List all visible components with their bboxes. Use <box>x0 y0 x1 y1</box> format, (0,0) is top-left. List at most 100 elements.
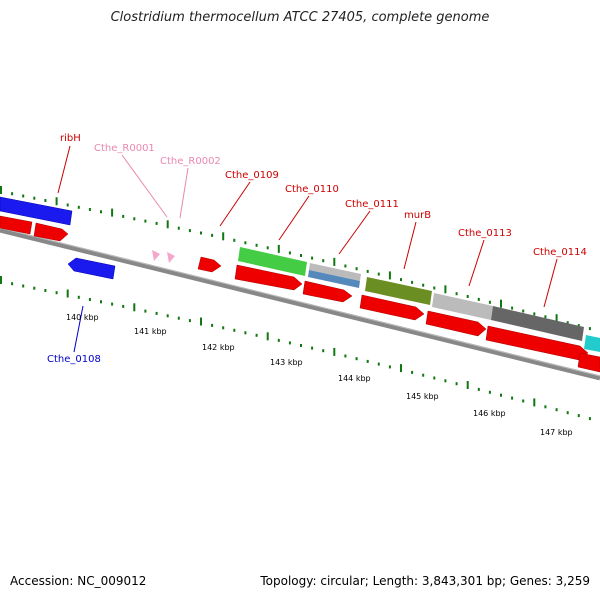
scale-tick <box>188 229 191 233</box>
scale-tick <box>255 243 258 247</box>
feature-cthe-0114-block[interactable] <box>584 335 600 352</box>
scale-tick <box>511 396 514 400</box>
scale-tick <box>422 373 425 377</box>
scale-tick <box>122 214 125 218</box>
scale-tick <box>244 241 247 245</box>
scale-tick <box>366 359 369 363</box>
scale-tick <box>200 231 202 235</box>
gene-labels: ribH Cthe_R0001 Cthe_R0002 Cthe_0109 Cth… <box>47 133 587 365</box>
scale-tick <box>88 208 91 211</box>
scale-tick <box>511 306 514 310</box>
label-murb[interactable]: murB <box>404 210 431 221</box>
scale-label: 146 kbp <box>473 409 506 418</box>
scale-tick <box>166 220 169 229</box>
scale-tick <box>100 300 102 304</box>
label-cthe-0110[interactable]: Cthe_0110 <box>285 184 339 195</box>
label-cthe-0114[interactable]: Cthe_0114 <box>533 247 587 258</box>
scale-tick <box>477 297 480 301</box>
scale-tick <box>433 286 436 290</box>
rna-feature-r0002[interactable] <box>167 252 175 263</box>
scale-tick <box>355 357 358 361</box>
scale-tick <box>44 199 47 202</box>
scale-tick <box>466 295 469 298</box>
scale-label: 147 kbp <box>540 428 573 437</box>
scale-tick <box>355 267 358 271</box>
cds-arrow[interactable] <box>197 256 222 273</box>
feature-cthe-0109-block[interactable] <box>238 247 307 276</box>
scale-tick <box>100 210 102 214</box>
feature-blocks <box>238 247 600 352</box>
label-cthe-r0002[interactable]: Cthe_R0002 <box>160 156 221 167</box>
label-cthe-0113[interactable]: Cthe_0113 <box>458 228 512 239</box>
scale-tick <box>288 341 291 345</box>
feature-cthe-0111-block[interactable] <box>365 277 432 305</box>
scale-tick <box>311 346 314 350</box>
scale-tick <box>300 254 302 257</box>
label-cthe-0111[interactable]: Cthe_0111 <box>345 199 399 210</box>
scale-tick <box>33 196 36 200</box>
feature-cthe-0113-block[interactable] <box>491 306 584 341</box>
cds-arrow[interactable] <box>359 294 425 321</box>
scale-tick <box>433 376 436 380</box>
feature-cthe-0110-block[interactable] <box>309 263 361 281</box>
scale-tick <box>344 354 347 358</box>
cds-arrow[interactable] <box>0 215 33 235</box>
scale-tick <box>300 344 302 347</box>
scale-label: 145 kbp <box>406 392 439 401</box>
feature-ribh-block[interactable] <box>0 196 73 226</box>
cds-arrow[interactable] <box>577 352 600 373</box>
scale-tick <box>111 302 114 306</box>
scale-tick <box>77 205 80 209</box>
leader-lines <box>57 145 558 353</box>
scale-tick <box>444 379 447 383</box>
scale-tick <box>577 414 580 418</box>
scale-tick <box>266 332 269 341</box>
cds-arrow[interactable] <box>234 264 303 291</box>
scale-tick <box>566 321 569 325</box>
scale-label: 143 kbp <box>270 358 303 367</box>
scale-tick <box>277 338 280 342</box>
scale-tick <box>222 326 225 330</box>
label-ribh[interactable]: ribH <box>60 133 81 144</box>
scale-tick <box>22 194 25 198</box>
scale-tick <box>211 233 214 237</box>
cds-arrow[interactable] <box>425 310 487 337</box>
scale-tick <box>477 387 480 391</box>
scale-tick <box>411 370 414 374</box>
scale-tick <box>177 316 180 320</box>
scale-tick <box>122 304 125 308</box>
genome-backbone <box>0 227 600 381</box>
scale-tick <box>200 317 202 326</box>
scale-tick <box>400 278 402 282</box>
feature-cthe-0108-arrow[interactable] <box>67 257 116 280</box>
scale-tick <box>155 221 158 225</box>
scale-label: 144 kbp <box>338 374 371 383</box>
feature-cthe-0110-strip[interactable] <box>308 270 360 288</box>
scale-tick <box>22 284 25 288</box>
scale-tick <box>211 323 214 327</box>
leader-0111 <box>338 210 371 255</box>
map-title: Clostridium thermocellum ATCC 27405, com… <box>110 10 490 25</box>
scale-tick <box>11 282 14 286</box>
label-cthe-0109[interactable]: Cthe_0109 <box>225 170 279 181</box>
scale-tick <box>388 271 391 280</box>
scale-tick <box>288 251 291 255</box>
rna-feature-r0001[interactable] <box>152 250 160 261</box>
scale-tick <box>188 319 191 323</box>
genome-stats-text: Topology: circular; Length: 3,843,301 bp… <box>260 574 590 588</box>
scale-tick <box>66 289 69 298</box>
cds-arrow[interactable] <box>33 222 69 242</box>
label-cthe-r0001[interactable]: Cthe_R0001 <box>94 143 155 154</box>
feature-murb-block[interactable] <box>432 293 493 320</box>
scale-tick <box>444 285 447 294</box>
leader-0114 <box>543 258 558 308</box>
label-cthe-0108[interactable]: Cthe_0108 <box>47 354 101 365</box>
scale-tick <box>577 324 580 328</box>
accession-text: Accession: NC_009012 <box>10 574 147 588</box>
scale-tick <box>55 291 58 295</box>
scale-tick <box>555 408 558 412</box>
cds-arrow[interactable] <box>302 280 353 303</box>
scale-label: 140 kbp <box>66 313 99 322</box>
scale-tick <box>322 349 325 353</box>
